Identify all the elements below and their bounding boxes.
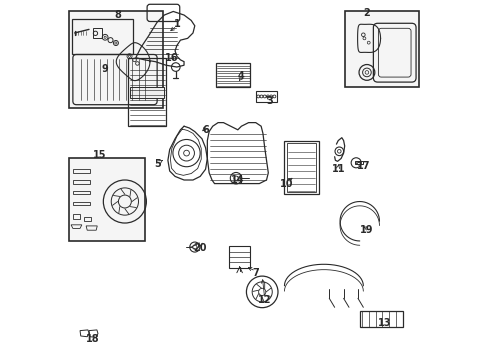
Bar xyxy=(69,12,163,108)
Text: 14: 14 xyxy=(231,175,245,185)
Bar xyxy=(73,191,90,194)
Text: 2: 2 xyxy=(364,8,370,18)
Bar xyxy=(73,180,90,184)
Bar xyxy=(355,161,363,164)
Bar xyxy=(216,63,250,87)
Bar xyxy=(256,91,277,102)
Bar xyxy=(229,246,250,268)
Bar xyxy=(72,19,133,54)
Bar xyxy=(73,169,90,173)
Bar xyxy=(129,87,164,98)
Text: 5: 5 xyxy=(154,159,161,169)
Bar xyxy=(69,158,145,241)
Text: 19: 19 xyxy=(360,225,374,235)
Bar xyxy=(285,140,318,194)
Text: 6: 6 xyxy=(202,125,209,135)
Bar xyxy=(73,214,80,220)
Bar xyxy=(93,28,101,39)
Bar xyxy=(345,12,419,87)
Text: 12: 12 xyxy=(258,295,271,305)
Bar xyxy=(128,58,166,126)
Text: 3: 3 xyxy=(267,96,273,106)
Text: 18: 18 xyxy=(86,333,99,343)
Bar xyxy=(360,311,403,327)
Text: 8: 8 xyxy=(114,10,121,20)
Text: 17: 17 xyxy=(357,161,370,171)
Bar xyxy=(73,202,90,205)
Text: 7: 7 xyxy=(252,268,259,278)
Bar xyxy=(84,217,91,221)
Text: 4: 4 xyxy=(238,71,245,81)
Text: 11: 11 xyxy=(332,164,345,174)
Text: 15: 15 xyxy=(93,150,106,160)
Text: 13: 13 xyxy=(378,319,392,328)
Text: 20: 20 xyxy=(194,243,207,253)
Bar xyxy=(287,143,316,192)
Text: 16: 16 xyxy=(165,53,178,63)
Text: 9: 9 xyxy=(102,64,108,74)
Text: 10: 10 xyxy=(279,179,293,189)
Text: 1: 1 xyxy=(173,19,180,29)
